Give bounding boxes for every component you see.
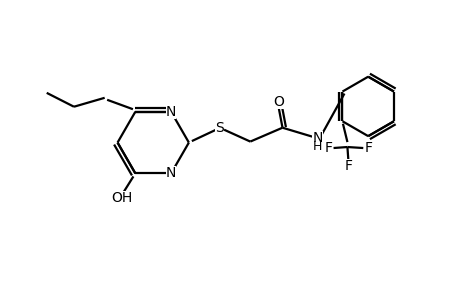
- Text: N: N: [312, 130, 322, 145]
- Text: N: N: [166, 167, 176, 181]
- Text: O: O: [273, 95, 283, 109]
- Text: N: N: [166, 105, 176, 119]
- Text: S: S: [215, 121, 224, 135]
- Text: OH: OH: [111, 191, 132, 205]
- Text: H: H: [312, 140, 322, 153]
- Text: F: F: [344, 159, 352, 173]
- Text: F: F: [364, 141, 371, 155]
- Text: F: F: [324, 141, 332, 155]
